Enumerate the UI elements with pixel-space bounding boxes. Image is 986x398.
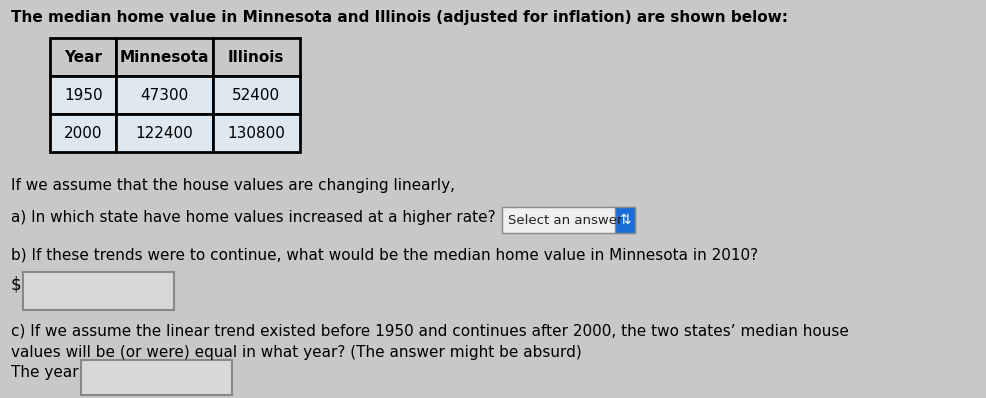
Bar	[50, 76, 116, 114]
Bar	[23, 272, 174, 310]
Bar	[212, 114, 300, 152]
Text: Minnesota: Minnesota	[119, 49, 209, 64]
Bar	[212, 38, 300, 76]
Text: Year: Year	[64, 49, 103, 64]
Text: 47300: 47300	[140, 88, 188, 103]
Text: The year: The year	[11, 365, 79, 380]
Text: c) If we assume the linear trend existed before 1950 and continues after 2000, t: c) If we assume the linear trend existed…	[11, 323, 848, 338]
Text: The median home value in Minnesota and Illinois (adjusted for inflation) are sho: The median home value in Minnesota and I…	[11, 10, 787, 25]
Text: 2000: 2000	[64, 125, 103, 140]
Text: 52400: 52400	[232, 88, 280, 103]
Text: a) In which state have home values increased at a higher rate?: a) In which state have home values incre…	[11, 210, 495, 225]
Text: b) If these trends were to continue, what would be the median home value in Minn: b) If these trends were to continue, wha…	[11, 247, 757, 262]
Bar	[81, 360, 232, 395]
Text: If we assume that the house values are changing linearly,: If we assume that the house values are c…	[11, 178, 455, 193]
Bar	[116, 114, 212, 152]
Text: values will be (or were) equal in what year? (The answer might be absurd): values will be (or were) equal in what y…	[11, 345, 581, 360]
Bar	[502, 207, 635, 233]
Text: 1950: 1950	[64, 88, 103, 103]
Bar	[50, 38, 116, 76]
Bar	[212, 76, 300, 114]
Text: ⇅: ⇅	[619, 213, 630, 227]
Bar	[50, 114, 116, 152]
Text: 130800: 130800	[227, 125, 285, 140]
Bar	[116, 38, 212, 76]
Text: Select an answer: Select an answer	[508, 213, 622, 226]
Text: 122400: 122400	[135, 125, 193, 140]
Text: $: $	[11, 275, 22, 293]
Text: Illinois: Illinois	[228, 49, 284, 64]
Bar	[116, 76, 212, 114]
Bar	[614, 207, 635, 233]
